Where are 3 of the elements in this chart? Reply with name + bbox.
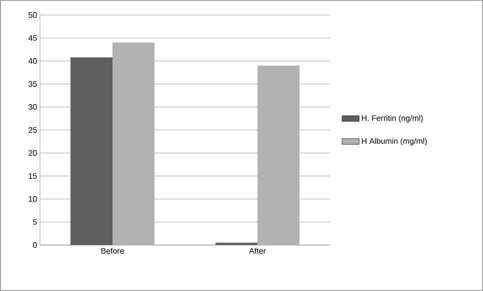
bar [70,57,112,245]
bar [258,66,300,245]
bar [112,42,154,245]
